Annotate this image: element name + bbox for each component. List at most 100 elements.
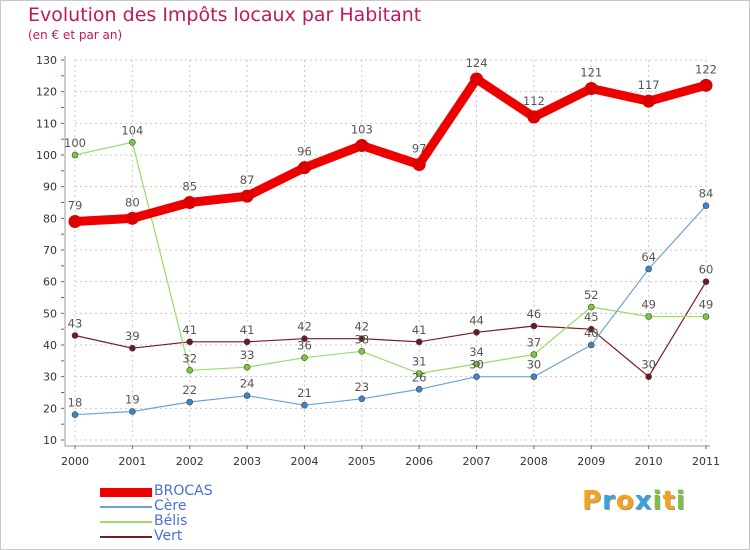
data-point-belis bbox=[358, 348, 366, 355]
data-point-belis bbox=[415, 370, 423, 377]
logo-letter: P bbox=[582, 486, 603, 516]
data-point-belis bbox=[301, 354, 308, 361]
y-tick-label: 20 bbox=[43, 402, 57, 415]
data-label-belis: 104 bbox=[121, 123, 143, 137]
data-point-vert bbox=[473, 329, 480, 336]
y-tick-label: 100 bbox=[36, 149, 57, 162]
legend-label-belis: Bélis bbox=[154, 513, 188, 529]
data-label-vert: 41 bbox=[182, 323, 197, 337]
legend: BROCAS Cère Bélis Vert bbox=[100, 483, 300, 544]
data-point-belis bbox=[702, 313, 710, 320]
data-point-vert bbox=[702, 278, 710, 285]
data-label-vert: 41 bbox=[412, 323, 427, 337]
data-point-cere bbox=[645, 265, 652, 273]
chart-subtitle: (en € et par an) bbox=[28, 28, 123, 42]
axes: 10 20 30 40 50 60 70 80 90 100 110 120 130 2000 2001 20… bbox=[36, 54, 720, 468]
data-point-belis bbox=[186, 367, 194, 374]
data-point-cere bbox=[415, 386, 423, 393]
data-label-belis: 32 bbox=[182, 351, 197, 365]
data-label-belis: 37 bbox=[527, 336, 542, 350]
data-label-brocas: 112 bbox=[523, 94, 545, 108]
x-tick-label: 2011 bbox=[692, 455, 720, 468]
data-point-vert bbox=[358, 335, 366, 342]
series-line-vert bbox=[74, 281, 707, 378]
legend-item-belis: Bélis bbox=[100, 513, 300, 529]
logo-letter: i bbox=[675, 486, 686, 516]
x-tick-label: 2004 bbox=[290, 455, 318, 468]
data-label-cere: 18 bbox=[68, 396, 83, 410]
y-tick-label: 60 bbox=[43, 276, 57, 289]
data-point-vert bbox=[129, 344, 136, 352]
logo-letter: i bbox=[652, 486, 663, 516]
data-label-brocas: 121 bbox=[580, 66, 602, 80]
data-point-cere bbox=[243, 392, 251, 399]
data-label-brocas: 103 bbox=[351, 123, 373, 137]
legend-swatch-vert bbox=[100, 536, 152, 538]
y-tick-label: 70 bbox=[43, 244, 57, 257]
proxiti-logo: Proxiti bbox=[582, 486, 686, 516]
data-point-belis bbox=[473, 360, 480, 368]
series-line-belis bbox=[74, 141, 707, 375]
data-point-brocas bbox=[355, 139, 369, 152]
data-label-belis: 49 bbox=[699, 298, 714, 312]
data-point-brocas bbox=[699, 78, 713, 92]
legend-swatch-brocas bbox=[100, 487, 152, 497]
y-tick-label: 130 bbox=[36, 54, 57, 67]
data-label-belis: 49 bbox=[641, 298, 656, 312]
data-point-cere bbox=[129, 408, 136, 415]
x-tick-label: 2008 bbox=[520, 455, 548, 468]
legend-label-cere: Cère bbox=[154, 498, 187, 514]
data-label-cere: 30 bbox=[527, 358, 542, 372]
data-point-belis bbox=[243, 363, 251, 371]
y-tick-label: 90 bbox=[43, 181, 57, 194]
data-point-brocas bbox=[470, 72, 484, 86]
data-label-vert: 42 bbox=[354, 320, 369, 334]
legend-swatch-belis bbox=[100, 521, 152, 523]
data-point-belis bbox=[530, 351, 538, 358]
data-label-vert: 30 bbox=[641, 358, 656, 372]
data-point-brocas bbox=[412, 158, 426, 171]
y-tick-label: 50 bbox=[43, 307, 57, 320]
data-point-vert bbox=[415, 338, 423, 346]
data-point-brocas bbox=[68, 215, 82, 228]
data-label-cere: 84 bbox=[699, 187, 714, 201]
data-label-vert: 60 bbox=[699, 263, 714, 277]
data-point-brocas bbox=[297, 161, 311, 175]
data-point-brocas bbox=[183, 196, 197, 209]
data-label-brocas: 85 bbox=[182, 180, 197, 194]
data-label-brocas: 80 bbox=[125, 195, 140, 209]
data-label-brocas: 117 bbox=[638, 78, 660, 92]
data-label-vert: 43 bbox=[68, 317, 83, 331]
y-tick-label: 110 bbox=[36, 117, 57, 130]
data-label-cere: 30 bbox=[469, 358, 484, 372]
data-label-cere: 22 bbox=[182, 383, 197, 397]
y-tick-label: 40 bbox=[43, 339, 57, 352]
x-tick-label: 2007 bbox=[463, 455, 491, 468]
legend-item-vert: Vert bbox=[100, 528, 300, 544]
data-label-vert: 45 bbox=[584, 310, 599, 324]
data-label-vert: 42 bbox=[297, 320, 312, 334]
x-tick-label: 2002 bbox=[176, 455, 204, 468]
data-point-vert bbox=[301, 335, 308, 342]
data-label-cere: 64 bbox=[641, 250, 656, 264]
data-label-vert: 41 bbox=[240, 323, 255, 337]
data-point-cere bbox=[530, 373, 538, 380]
data-point-belis bbox=[71, 151, 79, 159]
data-point-brocas bbox=[642, 94, 656, 108]
x-tick-label: 2010 bbox=[635, 455, 663, 468]
chart-title: Evolution des Impôts locaux par Habitant bbox=[28, 4, 422, 26]
data-label-vert: 46 bbox=[527, 307, 542, 321]
data-label-brocas: 87 bbox=[240, 173, 255, 187]
x-tick-label: 2006 bbox=[405, 455, 433, 468]
legend-swatch-cere bbox=[100, 506, 152, 508]
data-point-vert bbox=[71, 332, 79, 339]
data-label-cere: 26 bbox=[412, 370, 427, 384]
data-point-belis bbox=[645, 313, 652, 320]
data-label-brocas: 79 bbox=[68, 199, 83, 213]
data-point-cere bbox=[71, 411, 79, 418]
data-point-belis bbox=[129, 139, 136, 146]
data-point-vert bbox=[243, 338, 251, 346]
data-label-belis: 38 bbox=[354, 332, 369, 346]
data-label-vert: 44 bbox=[469, 313, 484, 327]
